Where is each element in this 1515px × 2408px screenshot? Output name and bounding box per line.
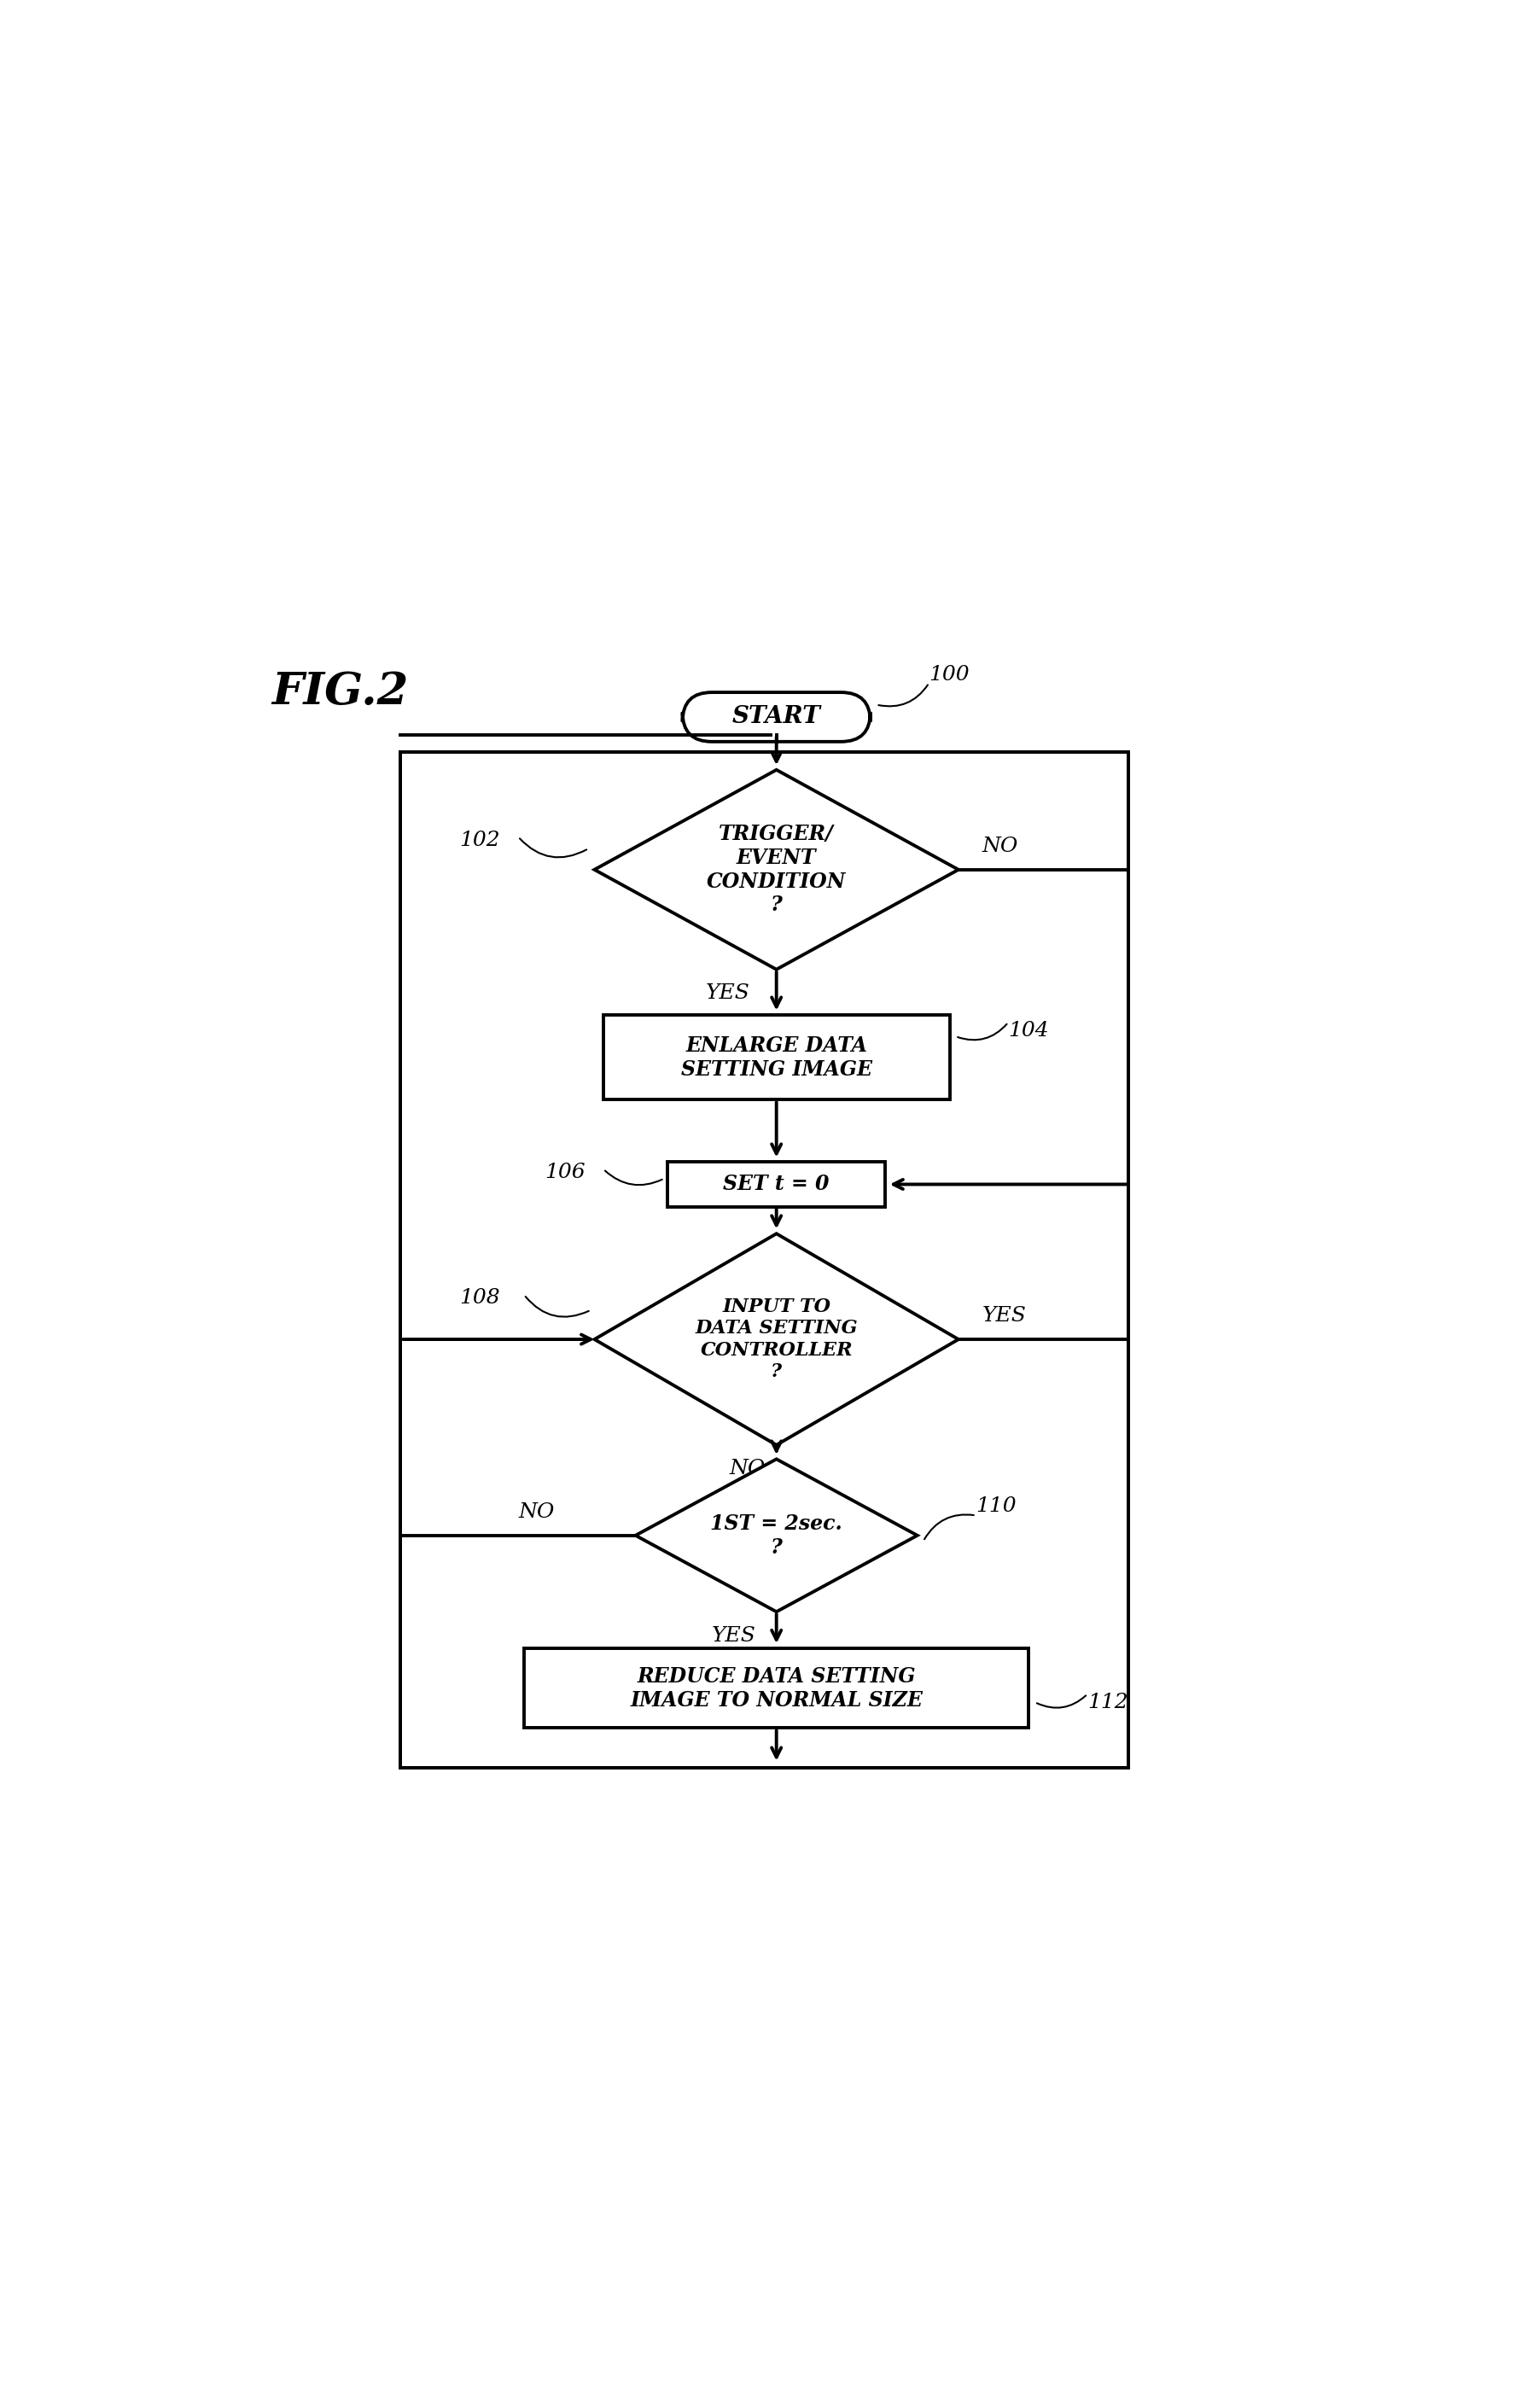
Text: REDUCE DATA SETTING
IMAGE TO NORMAL SIZE: REDUCE DATA SETTING IMAGE TO NORMAL SIZE — [630, 1666, 923, 1710]
Text: 106: 106 — [544, 1163, 585, 1182]
Text: SET t = 0: SET t = 0 — [723, 1175, 830, 1194]
Text: 1ST = 2sec.
?: 1ST = 2sec. ? — [711, 1512, 842, 1558]
Text: ENLARGE DATA
SETTING IMAGE: ENLARGE DATA SETTING IMAGE — [680, 1035, 873, 1079]
Polygon shape — [636, 1459, 918, 1611]
Text: NO: NO — [730, 1459, 765, 1479]
Text: YES: YES — [712, 1625, 756, 1645]
Text: 100: 100 — [929, 665, 970, 684]
Text: 110: 110 — [976, 1495, 1017, 1517]
Bar — [400, 751, 1129, 1767]
Text: FIG.2: FIG.2 — [271, 669, 409, 713]
Text: 108: 108 — [459, 1288, 500, 1308]
Text: YES: YES — [706, 982, 750, 1004]
Polygon shape — [594, 1233, 959, 1445]
Text: 112: 112 — [1088, 1693, 1129, 1712]
FancyBboxPatch shape — [682, 694, 870, 742]
Text: 104: 104 — [1009, 1021, 1048, 1040]
Text: NO: NO — [518, 1503, 554, 1522]
Text: START: START — [732, 706, 821, 730]
Bar — [603, 1016, 950, 1100]
Text: TRIGGER/
EVENT
CONDITION
?: TRIGGER/ EVENT CONDITION ? — [706, 824, 847, 915]
Bar — [524, 1647, 1029, 1729]
Text: INPUT TO
DATA SETTING
CONTROLLER
?: INPUT TO DATA SETTING CONTROLLER ? — [695, 1298, 857, 1382]
Text: 102: 102 — [459, 831, 500, 850]
Text: YES: YES — [982, 1308, 1026, 1327]
Bar — [668, 1163, 885, 1206]
Bar — [400, 751, 1129, 1767]
Polygon shape — [594, 771, 959, 970]
Text: NO: NO — [982, 836, 1018, 857]
